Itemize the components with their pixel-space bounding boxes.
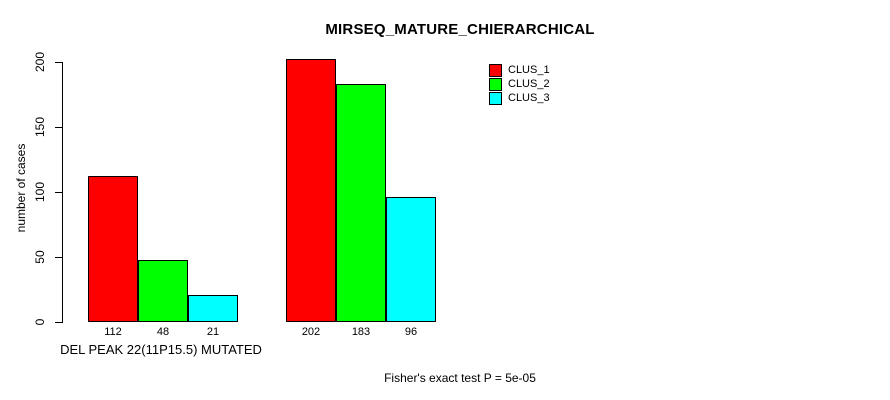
bar-clus_1-group2 xyxy=(286,59,336,322)
bar-value-label: 21 xyxy=(206,326,220,338)
bar-value-label: 112 xyxy=(104,326,122,338)
bar-value-label: 96 xyxy=(404,326,418,338)
legend-label: CLUS_2 xyxy=(508,78,550,90)
y-axis-tick-label: 50 xyxy=(33,250,47,264)
legend-label: CLUS_3 xyxy=(508,92,550,104)
legend: CLUS_1 CLUS_2 CLUS_3 xyxy=(489,64,550,106)
legend-label: CLUS_1 xyxy=(508,64,550,76)
bar-clus_3-group1 xyxy=(188,295,238,322)
y-axis-tick-label: 100 xyxy=(33,181,47,203)
category-label: DEL PEAK 22(11P15.5) MUTATED xyxy=(60,342,262,357)
bar-value-label: 202 xyxy=(301,326,321,338)
bar-clus_1-group1 xyxy=(88,176,138,322)
legend-item-clus_1: CLUS_1 xyxy=(489,64,550,77)
y-axis-tick xyxy=(55,192,62,193)
chart-title: MIRSEQ_MATURE_CHIERARCHICAL xyxy=(325,21,595,38)
y-axis-tick-label: 150 xyxy=(33,116,47,138)
bar-value-label: 183 xyxy=(351,326,371,338)
legend-item-clus_3: CLUS_3 xyxy=(489,92,550,105)
y-axis-tick xyxy=(55,62,62,63)
y-axis-label: number of cases xyxy=(14,143,28,233)
y-axis-tick xyxy=(55,257,62,258)
bar-clus_2-group1 xyxy=(138,260,188,322)
legend-item-clus_2: CLUS_2 xyxy=(489,78,550,91)
y-axis-tick-label: 0 xyxy=(33,318,47,326)
y-axis-tick xyxy=(55,322,62,323)
legend-swatch-icon xyxy=(489,78,502,91)
fisher-test-annotation: Fisher's exact test P = 5e-05 xyxy=(384,371,536,385)
bar-clus_2-group2 xyxy=(336,84,386,322)
legend-swatch-icon xyxy=(489,64,502,77)
bar-value-label: 48 xyxy=(156,326,170,338)
bar-clus_3-group2 xyxy=(386,197,436,322)
y-axis-tick xyxy=(55,127,62,128)
y-axis-line xyxy=(62,62,63,323)
legend-swatch-icon xyxy=(489,92,502,105)
y-axis-tick-label: 200 xyxy=(33,51,47,73)
